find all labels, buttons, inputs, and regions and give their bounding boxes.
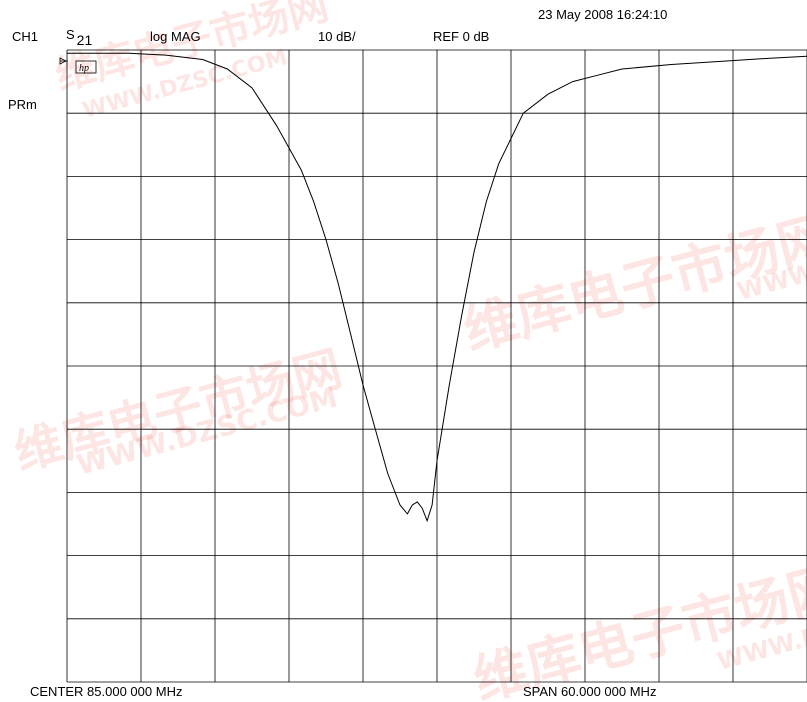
reference-label: REF 0 dB — [433, 29, 490, 44]
parameter-main: S — [66, 27, 75, 42]
center-frequency: CENTER 85.000 000 MHz — [30, 684, 183, 699]
status-label: PRm — [8, 97, 37, 112]
hp-logo-text: hp — [79, 63, 89, 74]
timestamp: 23 May 2008 16:24:10 — [538, 7, 668, 22]
parameter-label: S 21 — [66, 27, 92, 48]
span-frequency: SPAN 60.000 000 MHz — [523, 684, 657, 699]
grid — [66, 49, 807, 683]
format-label: log MAG — [150, 29, 201, 44]
trace-s21 — [67, 52, 807, 523]
hp-logo-icon — [75, 60, 97, 74]
scale-label: 10 dB/ — [318, 29, 356, 44]
parameter-subscript: 21 — [76, 32, 93, 48]
channel-label: CH1 — [12, 29, 39, 44]
